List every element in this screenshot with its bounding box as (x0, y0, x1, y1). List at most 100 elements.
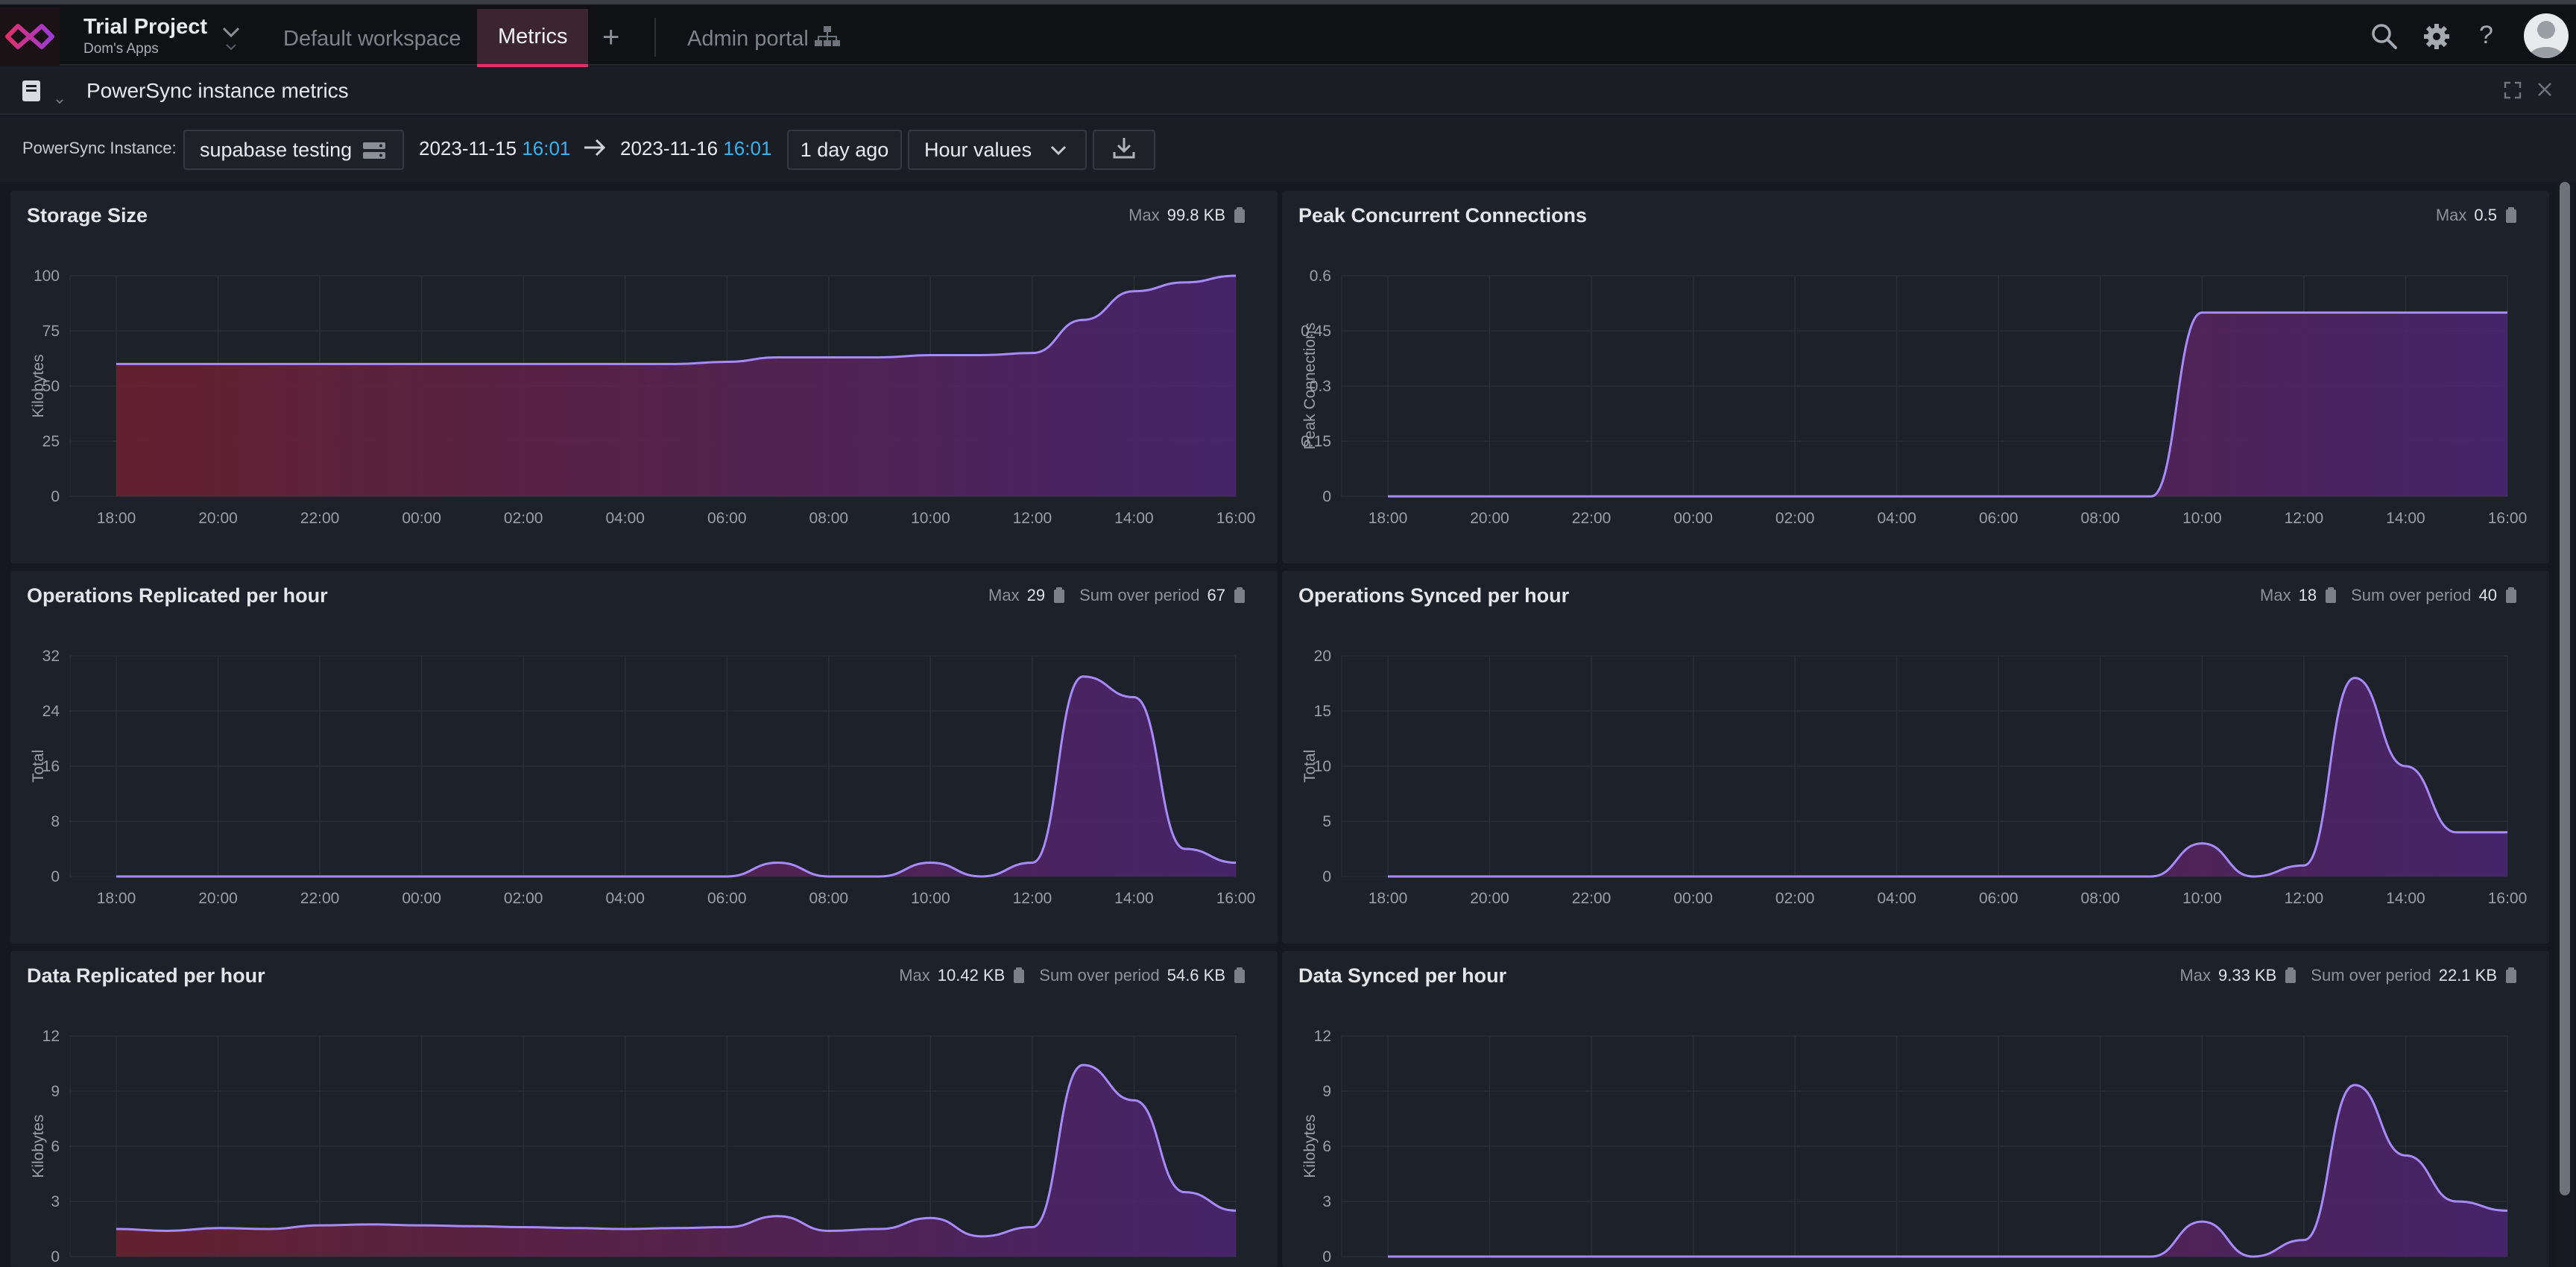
top-bar: Trial Project Dom's Apps Default workspa… (0, 0, 2576, 69)
clipboard-icon[interactable] (2506, 587, 2516, 604)
stat-label: Max (899, 966, 930, 985)
chevron-down-icon[interactable] (221, 21, 242, 54)
chart-peak-connections: 0 0.15 0.3 0.45 0.6 18:00 20:00 22:00 00:00 02:00… (1301, 268, 2527, 527)
x-tick-label: 02:00 (1775, 510, 1815, 527)
x-tick-label: 02:00 (504, 510, 543, 527)
y-axis-label: Kilobytes (30, 354, 47, 417)
y-tick-label: 16 (42, 758, 60, 775)
end-time: 16:01 (723, 137, 772, 159)
stat: Max 0.5 (2436, 206, 2516, 225)
gear-icon[interactable] (2422, 22, 2451, 54)
clipboard-icon[interactable] (2506, 207, 2516, 224)
project-name: Trial Project (83, 15, 208, 39)
book-icon[interactable] (19, 78, 66, 111)
y-axis-label: Peak Connections (1301, 323, 1319, 449)
x-tick-label: 18:00 (97, 510, 136, 527)
clipboard-icon[interactable] (1234, 207, 1245, 224)
stat-value: 67 (1207, 586, 1225, 604)
panel-title: Peak Concurrent Connections (1298, 204, 1588, 227)
server-icon (362, 142, 386, 165)
tab-metrics[interactable]: Metrics (477, 9, 589, 69)
range-button[interactable]: 1 day ago (787, 130, 902, 170)
x-tick-label: 04:00 (605, 890, 645, 907)
stat-label: Max (2435, 206, 2467, 224)
x-tick-label: 22:00 (300, 890, 340, 907)
clipboard-icon[interactable] (2506, 967, 2516, 984)
plus-icon[interactable]: + (602, 21, 620, 54)
help-icon[interactable]: ? (2479, 21, 2493, 49)
chevron-down-icon (1049, 142, 1067, 165)
stat-value: 40 (2478, 586, 2497, 604)
end-datetime[interactable]: 2023-11-16 16:01 (620, 137, 771, 160)
x-tick-label: 14:00 (1114, 510, 1154, 527)
x-tick-label: 10:00 (911, 890, 950, 907)
x-tick-label: 04:00 (1877, 510, 1916, 527)
x-tick-label: 00:00 (402, 510, 441, 527)
instance-select[interactable]: supabase testing (183, 130, 404, 170)
chart-data-synced: 03691218:0020:0022:0000:0002:0004:0006:0… (1301, 1028, 2508, 1266)
panel-stats: Max 18 Sum over period 40 (2260, 586, 2516, 605)
project-selector[interactable]: Trial Project Dom's Apps (83, 15, 207, 57)
search-icon[interactable] (2370, 22, 2399, 54)
panel-data-replicated: Data Replicated per hour Max 10.42 KB Sum o… (10, 951, 1278, 1267)
tab-default-workspace[interactable]: Default workspace (283, 26, 461, 51)
x-tick-label: 06:00 (707, 510, 747, 527)
x-tick-label: 14:00 (2386, 890, 2425, 907)
x-tick-label: 22:00 (1572, 510, 1611, 527)
granularity-select[interactable]: Hour values (908, 130, 1087, 170)
expand-icon[interactable] (2503, 80, 2522, 104)
x-tick-label: 10:00 (2182, 510, 2222, 527)
y-tick-label: 32 (42, 648, 60, 665)
stat-value: 18 (2298, 586, 2317, 604)
clipboard-icon[interactable] (1054, 587, 1065, 604)
series-area (116, 276, 1236, 496)
clipboard-icon[interactable] (2326, 587, 2337, 604)
x-tick-label: 08:00 (2081, 510, 2121, 527)
y-tick-label: 9 (51, 1083, 60, 1100)
series-area (1388, 312, 2507, 496)
filter-toolbar: PowerSync Instance: supabase testing 202… (0, 116, 2576, 182)
stat: Sum over period 22.1 KB (2311, 966, 2516, 985)
chart-storage-size: 0 25 50 75 100 18:00 20:00 22:00 00:00 02:00 04:00… (30, 268, 1255, 527)
y-tick-label: 6 (51, 1138, 60, 1155)
y-tick-label: 0 (51, 1248, 60, 1266)
panel-stats: Max 99.8 KB (1128, 206, 1245, 225)
panel-stats: Max 10.42 KB Sum over period 54.6 KB (899, 966, 1245, 985)
y-tick-label: 50 (42, 378, 60, 395)
start-datetime[interactable]: 2023-11-15 16:01 (419, 137, 570, 160)
x-tick-label: 16:00 (1216, 890, 1256, 907)
stat-value: 22.1 KB (2438, 966, 2497, 985)
clipboard-icon[interactable] (1234, 587, 1245, 604)
y-tick-label: 8 (51, 813, 60, 830)
stat: Max 99.8 KB (1128, 206, 1245, 225)
logo-icon[interactable] (0, 7, 60, 66)
panel-ops-synced: Operations Synced per hour Max 18 Sum over … (1282, 571, 2549, 944)
scrollbar[interactable] (2560, 182, 2570, 1195)
series-line (116, 1064, 1237, 1238)
x-tick-label: 22:00 (1572, 890, 1611, 907)
stat-value: 9.33 KB (2218, 966, 2277, 985)
clipboard-icon[interactable] (1014, 967, 1025, 984)
download-button[interactable] (1093, 130, 1155, 170)
x-tick-label: 22:00 (300, 510, 340, 527)
y-tick-label: 0 (1322, 868, 1331, 885)
clipboard-icon[interactable] (2285, 967, 2296, 984)
tab-admin-portal[interactable]: Admin portal (687, 26, 809, 51)
x-tick-label: 04:00 (605, 510, 645, 527)
panel-ops-replicated: Operations Replicated per hour Max 29 Sum o… (10, 571, 1278, 944)
x-tick-label: 18:00 (97, 890, 136, 907)
panel-title: Data Replicated per hour (27, 964, 265, 987)
close-icon[interactable] (2536, 80, 2554, 102)
start-date: 2023-11-15 (419, 137, 517, 159)
avatar[interactable] (2524, 13, 2569, 58)
panel-title: Data Synced per hour (1298, 964, 1507, 987)
sitemap-icon[interactable] (814, 25, 841, 51)
stat-value: 54.6 KB (1167, 966, 1225, 985)
clipboard-icon[interactable] (1234, 967, 1245, 984)
y-tick-label: 0.45 (1301, 323, 1331, 340)
y-tick-label: 20 (1314, 648, 1331, 665)
series-line (116, 274, 1237, 365)
x-tick-label: 20:00 (198, 890, 238, 907)
x-tick-label: 02:00 (504, 890, 543, 907)
series-line (1388, 311, 2507, 498)
